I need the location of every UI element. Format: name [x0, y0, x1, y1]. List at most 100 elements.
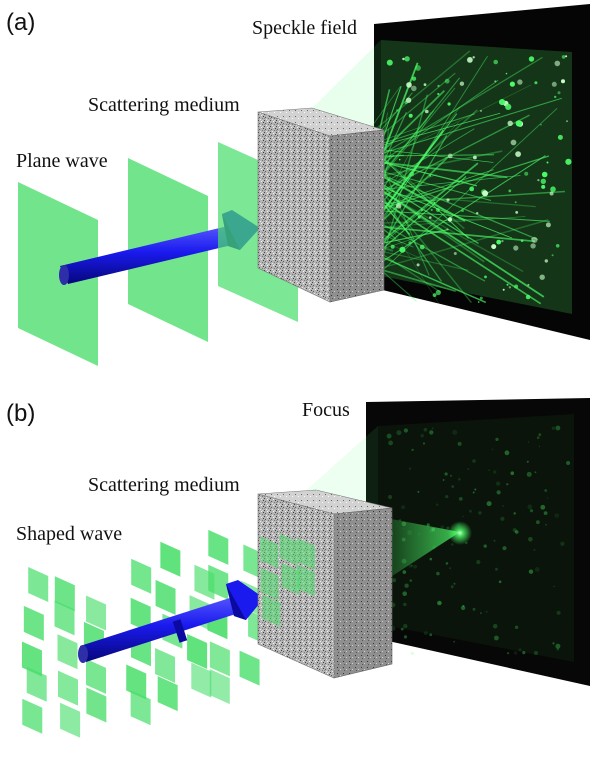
- background-speckle: [495, 567, 498, 571]
- wavefront-tile: [187, 634, 208, 670]
- speckle-grain: [539, 274, 545, 280]
- wavefront-tile: [60, 702, 81, 738]
- speckle-grain: [540, 124, 542, 126]
- speckle-grain: [433, 201, 436, 204]
- panel-b-label: (b): [6, 400, 35, 427]
- scattering-medium-label-b: Scattering medium: [88, 474, 240, 496]
- background-speckle: [396, 430, 402, 436]
- background-speckle: [388, 494, 393, 500]
- speckle-screen-inner: [381, 40, 572, 314]
- background-speckle: [440, 525, 445, 530]
- wavefront-tile: [130, 690, 151, 726]
- scattered-ray: [369, 182, 545, 298]
- background-speckle: [494, 635, 499, 641]
- background-speckle: [446, 526, 450, 530]
- background-speckle: [506, 483, 509, 486]
- speckle-grain: [477, 301, 480, 303]
- panel-a-label: (a): [6, 9, 35, 36]
- speckle-grain: [444, 78, 450, 84]
- speckle-grain: [446, 198, 450, 202]
- speckle-grain: [429, 174, 432, 177]
- speckle-grain: [561, 55, 566, 59]
- speckle-grain: [405, 97, 412, 103]
- background-speckle: [543, 511, 548, 515]
- background-speckle: [512, 528, 517, 533]
- background-speckle: [534, 471, 537, 474]
- background-speckle: [445, 495, 449, 499]
- speckle-grain: [531, 238, 533, 240]
- background-speckle: [492, 623, 498, 629]
- speckle-grain: [541, 184, 546, 189]
- background-speckle: [462, 515, 464, 518]
- background-speckle: [544, 489, 548, 492]
- scattered-ray: [376, 160, 508, 179]
- speckle-grain: [496, 239, 502, 245]
- background-speckle: [478, 511, 482, 515]
- speckle-dots: [382, 55, 572, 303]
- speckle-grain: [484, 275, 487, 279]
- wavefront-tile: [279, 533, 298, 566]
- speckle-grain: [411, 85, 417, 92]
- background-speckle: [545, 524, 547, 526]
- wavefront-tile: [57, 634, 78, 670]
- speckle-grain: [541, 171, 548, 178]
- speckle-grain: [416, 263, 420, 267]
- speckle-grain: [395, 203, 402, 209]
- scattered-ray: [377, 254, 487, 304]
- background-speckle: [472, 491, 475, 494]
- background-speckle: [468, 509, 472, 513]
- background-speckle: [417, 490, 420, 493]
- wavefront-tile: [23, 605, 44, 641]
- background-speckle: [444, 472, 448, 476]
- wavefront-tile: [85, 658, 106, 694]
- background-speckle: [480, 612, 482, 614]
- background-speckle: [514, 530, 519, 534]
- background-speckle: [386, 433, 392, 439]
- background-speckle: [403, 428, 408, 433]
- speckle-grain: [528, 56, 535, 62]
- background-speckle: [533, 548, 536, 551]
- speckle-grain: [509, 81, 515, 87]
- speckle-grain: [514, 284, 519, 289]
- background-speckle: [528, 569, 534, 574]
- background-speckle: [458, 478, 461, 481]
- wavefront-tile: [54, 576, 75, 612]
- background-speckle: [429, 557, 433, 561]
- speckle-grain: [408, 241, 412, 245]
- background-speckle: [491, 448, 494, 451]
- speckle-grain: [461, 209, 464, 213]
- scattered-ray: [354, 97, 562, 163]
- background-speckle: [472, 459, 476, 463]
- background-speckle: [449, 474, 453, 477]
- speckle-grain: [469, 186, 475, 192]
- background-speckle: [510, 471, 515, 476]
- speckle-grain: [406, 82, 412, 88]
- background-speckle: [566, 461, 571, 465]
- background-speckle: [485, 610, 488, 613]
- background-speckle: [429, 430, 434, 435]
- plane-wave-label: Plane wave: [16, 150, 108, 172]
- speckle-grain: [515, 151, 521, 158]
- background-speckle: [403, 635, 408, 639]
- wavefront-tile: [131, 558, 152, 594]
- background-speckle: [403, 623, 408, 629]
- wavefront-tile: [239, 650, 260, 686]
- speckle-grain: [459, 81, 465, 86]
- speckle-field-label: Speckle field: [252, 17, 357, 39]
- speckle-grain: [435, 207, 440, 212]
- background-speckle: [460, 605, 466, 611]
- background-speckle: [500, 516, 505, 521]
- speckle-grain: [494, 80, 497, 83]
- speckle-grain: [408, 113, 413, 118]
- speckle-grain: [514, 201, 517, 204]
- background-speckle: [423, 631, 428, 635]
- background-speckle: [533, 650, 539, 656]
- background-speckle: [526, 460, 529, 463]
- speckle-grain: [515, 211, 519, 214]
- speckle-grain: [476, 212, 479, 215]
- beam-arrow-b: [78, 580, 264, 663]
- speckle-grain: [446, 228, 449, 231]
- speckle-grain: [402, 57, 405, 61]
- background-speckle: [392, 578, 397, 583]
